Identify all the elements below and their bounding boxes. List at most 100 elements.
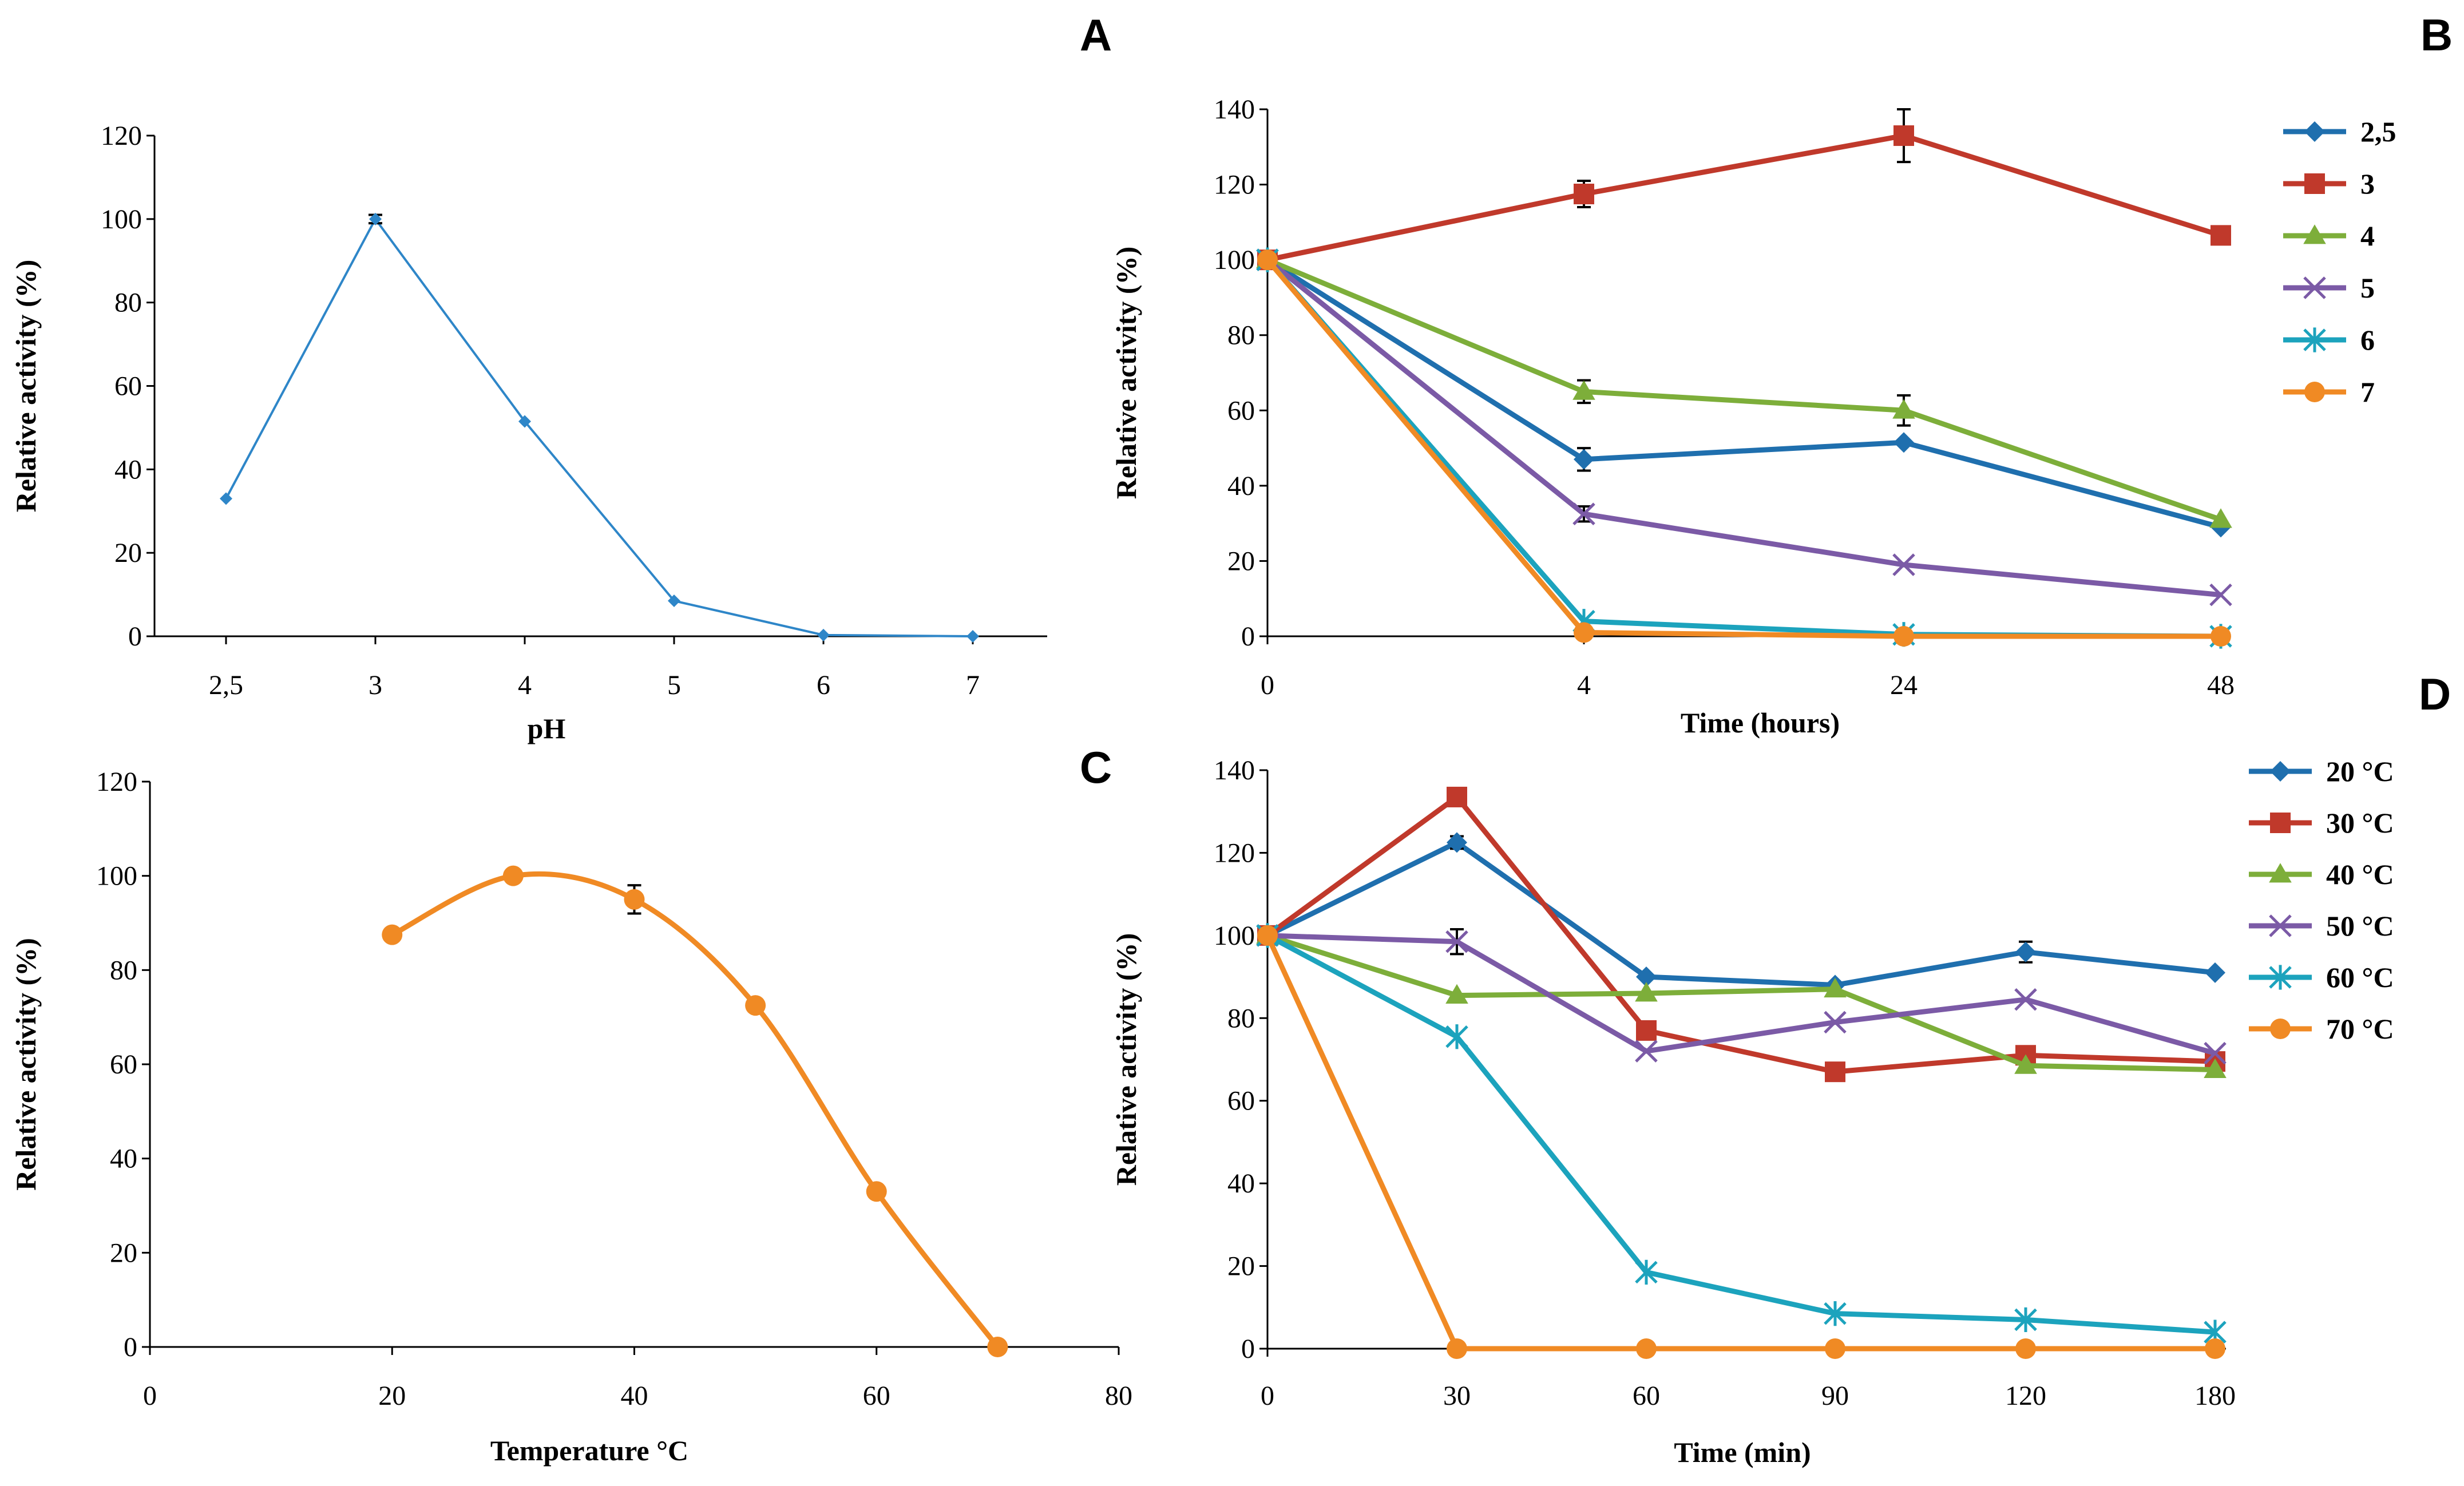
panel-label: D xyxy=(2419,669,2451,719)
legend-item: 2,5 xyxy=(2283,116,2396,148)
legend-label: 3 xyxy=(2360,168,2375,200)
series-20-C xyxy=(1257,832,2225,996)
series-5 xyxy=(1256,248,2232,607)
series-line xyxy=(1265,934,2215,1352)
data-point xyxy=(1893,125,1914,146)
legend-swatch-marker xyxy=(2270,813,2291,833)
legend-swatch-marker xyxy=(2304,382,2325,402)
y-tick-label: 40 xyxy=(114,454,142,485)
y-tick-label: 120 xyxy=(96,767,137,797)
series-line xyxy=(391,871,1000,1349)
data-point xyxy=(2014,988,2037,1011)
legend-swatch-marker xyxy=(2303,276,2326,299)
series-line xyxy=(1266,933,2216,1335)
y-tick-label: 60 xyxy=(114,371,142,402)
series-50-C xyxy=(1256,924,2227,1065)
x-tick-label: 5 xyxy=(667,670,681,700)
data-point xyxy=(1636,966,1657,988)
x-tick-label: 120 xyxy=(2005,1381,2046,1411)
data-point xyxy=(1572,380,1595,400)
legend-item: 5 xyxy=(2283,272,2375,304)
data-point xyxy=(1445,930,1468,953)
series-40-C xyxy=(1256,924,2227,1078)
legend-label: 5 xyxy=(2360,272,2375,304)
y-tick-label: 120 xyxy=(1214,170,1255,200)
x-axis-title: pH xyxy=(528,712,566,744)
y-tick-label: 0 xyxy=(1241,1334,1255,1364)
y-tick-label: 80 xyxy=(110,955,137,985)
legend-label: 20 °C xyxy=(2326,755,2394,787)
data-point xyxy=(2204,1058,2227,1078)
x-tick-label: 80 xyxy=(1105,1381,1132,1411)
x-tick-label: 30 xyxy=(1443,1381,1471,1411)
y-tick-label: 80 xyxy=(114,288,142,318)
x-tick-label: 40 xyxy=(621,1381,648,1411)
data-point xyxy=(382,924,403,945)
y-tick-label: 40 xyxy=(1227,1168,1255,1199)
y-tick-label: 60 xyxy=(1227,395,1255,426)
data-point xyxy=(220,492,232,505)
data-point xyxy=(1825,1061,1845,1083)
data-point xyxy=(1824,1301,1847,1326)
y-tick-label: 100 xyxy=(101,204,142,235)
x-tick-label: 3 xyxy=(369,670,382,700)
legend-label: 2,5 xyxy=(2360,116,2396,148)
series-activity xyxy=(220,212,979,643)
series-line xyxy=(1266,257,2221,598)
data-point xyxy=(866,1181,887,1202)
data-point xyxy=(1892,399,1915,419)
y-tick-label: 60 xyxy=(110,1049,137,1080)
panel-label: A xyxy=(1080,10,1112,60)
series-60-C xyxy=(1256,923,2227,1345)
y-tick-label: 140 xyxy=(1214,755,1255,786)
data-point xyxy=(502,865,524,886)
legend-swatch-marker xyxy=(2303,224,2326,244)
legend-item: 50 °C xyxy=(2249,910,2394,942)
data-point xyxy=(1447,1338,1467,1359)
series-line xyxy=(1266,933,2216,1073)
data-point xyxy=(1893,432,1914,453)
data-point xyxy=(2205,1338,2225,1359)
y-axis-title: Relative activity (%) xyxy=(10,260,42,513)
panel-label: B xyxy=(2421,10,2453,60)
panel-C: 0 20 40 60 80 100 120 0 20 40 60 80 Relative activit… xyxy=(10,742,1132,1467)
series-70-C xyxy=(1257,925,2225,1359)
data-point xyxy=(745,995,766,1016)
y-tick-label: 120 xyxy=(1214,838,1255,868)
y-tick-label: 80 xyxy=(1227,320,1255,351)
data-point xyxy=(2211,626,2231,647)
data-point xyxy=(817,628,830,641)
series-line xyxy=(1266,839,2216,988)
series-activity xyxy=(382,865,1008,1357)
y-tick-label: 40 xyxy=(1227,471,1255,501)
legend-item: 4 xyxy=(2283,220,2375,252)
series-line xyxy=(1267,133,2222,263)
x-tick-label: 0 xyxy=(143,1381,157,1411)
data-point xyxy=(2204,1041,2227,1065)
y-tick-label: 20 xyxy=(114,538,142,568)
data-point xyxy=(1824,1011,1847,1034)
data-point xyxy=(518,415,531,428)
x-tick-label: 6 xyxy=(817,670,830,700)
series-line xyxy=(1266,257,2222,522)
y-tick-label: 0 xyxy=(128,621,142,652)
data-point xyxy=(2014,1307,2037,1333)
legend-swatch-marker xyxy=(2304,121,2325,142)
x-tick-label: 0 xyxy=(1261,1381,1274,1411)
series-2-5 xyxy=(1257,249,2231,538)
y-tick-label: 0 xyxy=(124,1332,137,1362)
legend-label: 6 xyxy=(2360,324,2375,356)
x-tick-label: 24 xyxy=(1890,670,1918,700)
y-tick-label: 80 xyxy=(1227,1003,1255,1033)
data-point xyxy=(1574,184,1594,205)
data-point xyxy=(1257,925,1278,946)
data-point xyxy=(2015,941,2036,962)
data-point xyxy=(1572,502,1595,525)
data-point xyxy=(1635,1040,1658,1063)
series-line xyxy=(1266,794,2216,1075)
legend-label: 7 xyxy=(2360,376,2375,408)
y-tick-label: 140 xyxy=(1214,94,1255,125)
panel-A: 0 20 40 60 80 100 120 2,5 3 4 5 6 7 Relative activity… xyxy=(10,10,1112,744)
data-point xyxy=(1447,832,1467,853)
